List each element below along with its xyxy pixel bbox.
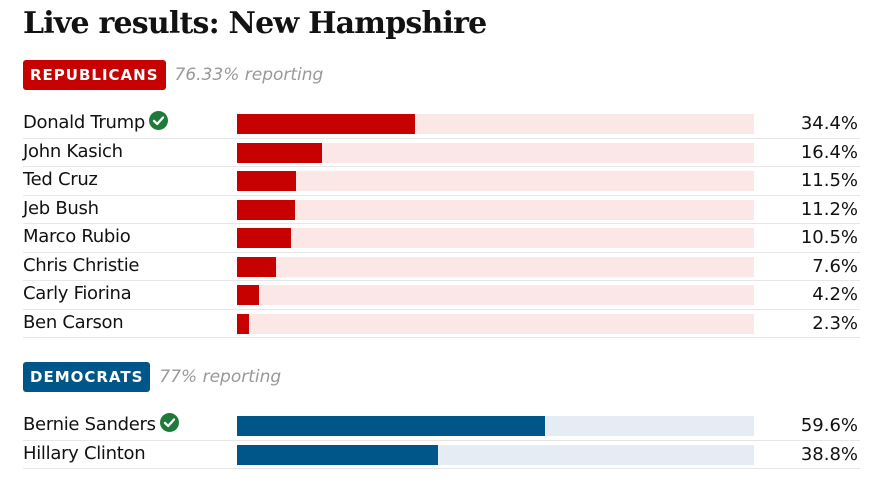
candidate-name: John Kasich — [23, 140, 123, 162]
candidate-name-cell: Hillary Clinton — [23, 442, 146, 464]
candidate-row: John Kasich 16.4% — [23, 139, 860, 167]
candidate-name-cell: Carly Fiorina — [23, 283, 132, 304]
candidate-name: Jeb Bush — [23, 197, 99, 219]
vote-percentage: 16.4% — [800, 141, 858, 163]
candidate-name-cell: Ben Carson — [23, 311, 124, 333]
candidate-row: Chris Christie 7.6% — [23, 253, 860, 281]
republican-reporting-status: 76.33% reporting — [174, 65, 324, 85]
candidate-row: Jeb Bush 11.2% — [23, 196, 860, 224]
candidate-name: Hillary Clinton — [23, 442, 146, 464]
bar-track — [237, 142, 754, 163]
vote-share-bar — [237, 171, 297, 191]
candidate-row: Bernie Sanders 59.6% — [23, 412, 860, 441]
candidate-name: Ben Carson — [23, 311, 124, 333]
vote-share-bar — [237, 416, 546, 436]
candidate-name: Chris Christie — [23, 254, 140, 276]
candidate-name-cell: Chris Christie — [23, 255, 139, 276]
winner-check-icon — [148, 111, 168, 130]
bar-track — [237, 416, 754, 436]
republican-header: REPUBLICANS 76.33% reporting — [23, 60, 323, 90]
candidate-name-cell: Bernie Sanders — [23, 413, 179, 435]
candidate-row: Ben Carson 2.3% — [23, 310, 860, 338]
candidate-name-cell: Ted Cruz — [23, 169, 98, 190]
bar-track — [237, 199, 754, 220]
vote-percentage: 4.2% — [812, 284, 858, 305]
bar-track — [237, 114, 754, 134]
republican-party-badge: REPUBLICANS — [23, 60, 166, 90]
candidate-row: Ted Cruz 11.5% — [23, 167, 860, 196]
vote-percentage: 59.6% — [800, 415, 858, 436]
candidate-name: Carly Fiorina — [23, 283, 132, 304]
candidate-row: Marco Rubio 10.5% — [23, 224, 860, 253]
bar-track — [237, 256, 754, 277]
bar-track — [237, 228, 754, 248]
vote-share-bar — [237, 256, 277, 277]
vote-percentage: 7.6% — [812, 255, 858, 277]
candidate-row: Carly Fiorina 4.2% — [23, 281, 860, 310]
vote-share-bar — [237, 285, 259, 305]
vote-share-bar — [237, 142, 322, 163]
bar-track — [237, 313, 754, 334]
candidate-name: Donald Trump — [23, 112, 145, 133]
democrat-reporting-status: 77% reporting — [159, 367, 282, 387]
vote-percentage: 10.5% — [800, 227, 858, 248]
bar-track — [237, 285, 754, 305]
vote-share-bar — [237, 228, 292, 248]
candidate-name: Ted Cruz — [23, 169, 98, 190]
bar-track — [237, 444, 754, 465]
candidate-name-cell: Jeb Bush — [23, 198, 99, 219]
democrat-party-badge: DEMOCRATS — [23, 362, 151, 392]
candidate-name-cell: Donald Trump — [23, 111, 168, 133]
vote-percentage: 11.2% — [800, 198, 858, 220]
democrat-header: DEMOCRATS 77% reporting — [23, 362, 281, 392]
bar-track — [237, 171, 754, 191]
vote-percentage: 2.3% — [812, 312, 858, 334]
page-title: Live results: New Hampshire — [23, 6, 487, 41]
republican-results-chart: Donald Trump 34.4% John Kasich 16.4% Ted Cru… — [23, 110, 860, 338]
winner-check-icon — [159, 413, 179, 432]
vote-percentage: 38.8% — [800, 443, 858, 465]
vote-share-bar — [237, 444, 438, 465]
candidate-row: Donald Trump 34.4% — [23, 110, 860, 139]
candidate-name: Marco Rubio — [23, 226, 131, 247]
democrat-results-chart: Bernie Sanders 59.6% Hillary Clinton 38.8% — [23, 412, 860, 469]
candidate-row: Hillary Clinton 38.8% — [23, 441, 860, 469]
vote-share-bar — [237, 199, 295, 220]
vote-percentage: 11.5% — [800, 170, 858, 191]
candidate-name-cell: John Kasich — [23, 141, 123, 162]
candidate-name-cell: Marco Rubio — [23, 226, 131, 247]
candidate-name: Bernie Sanders — [23, 414, 156, 435]
vote-share-bar — [237, 313, 249, 334]
vote-percentage: 34.4% — [800, 113, 858, 134]
vote-share-bar — [237, 114, 415, 134]
